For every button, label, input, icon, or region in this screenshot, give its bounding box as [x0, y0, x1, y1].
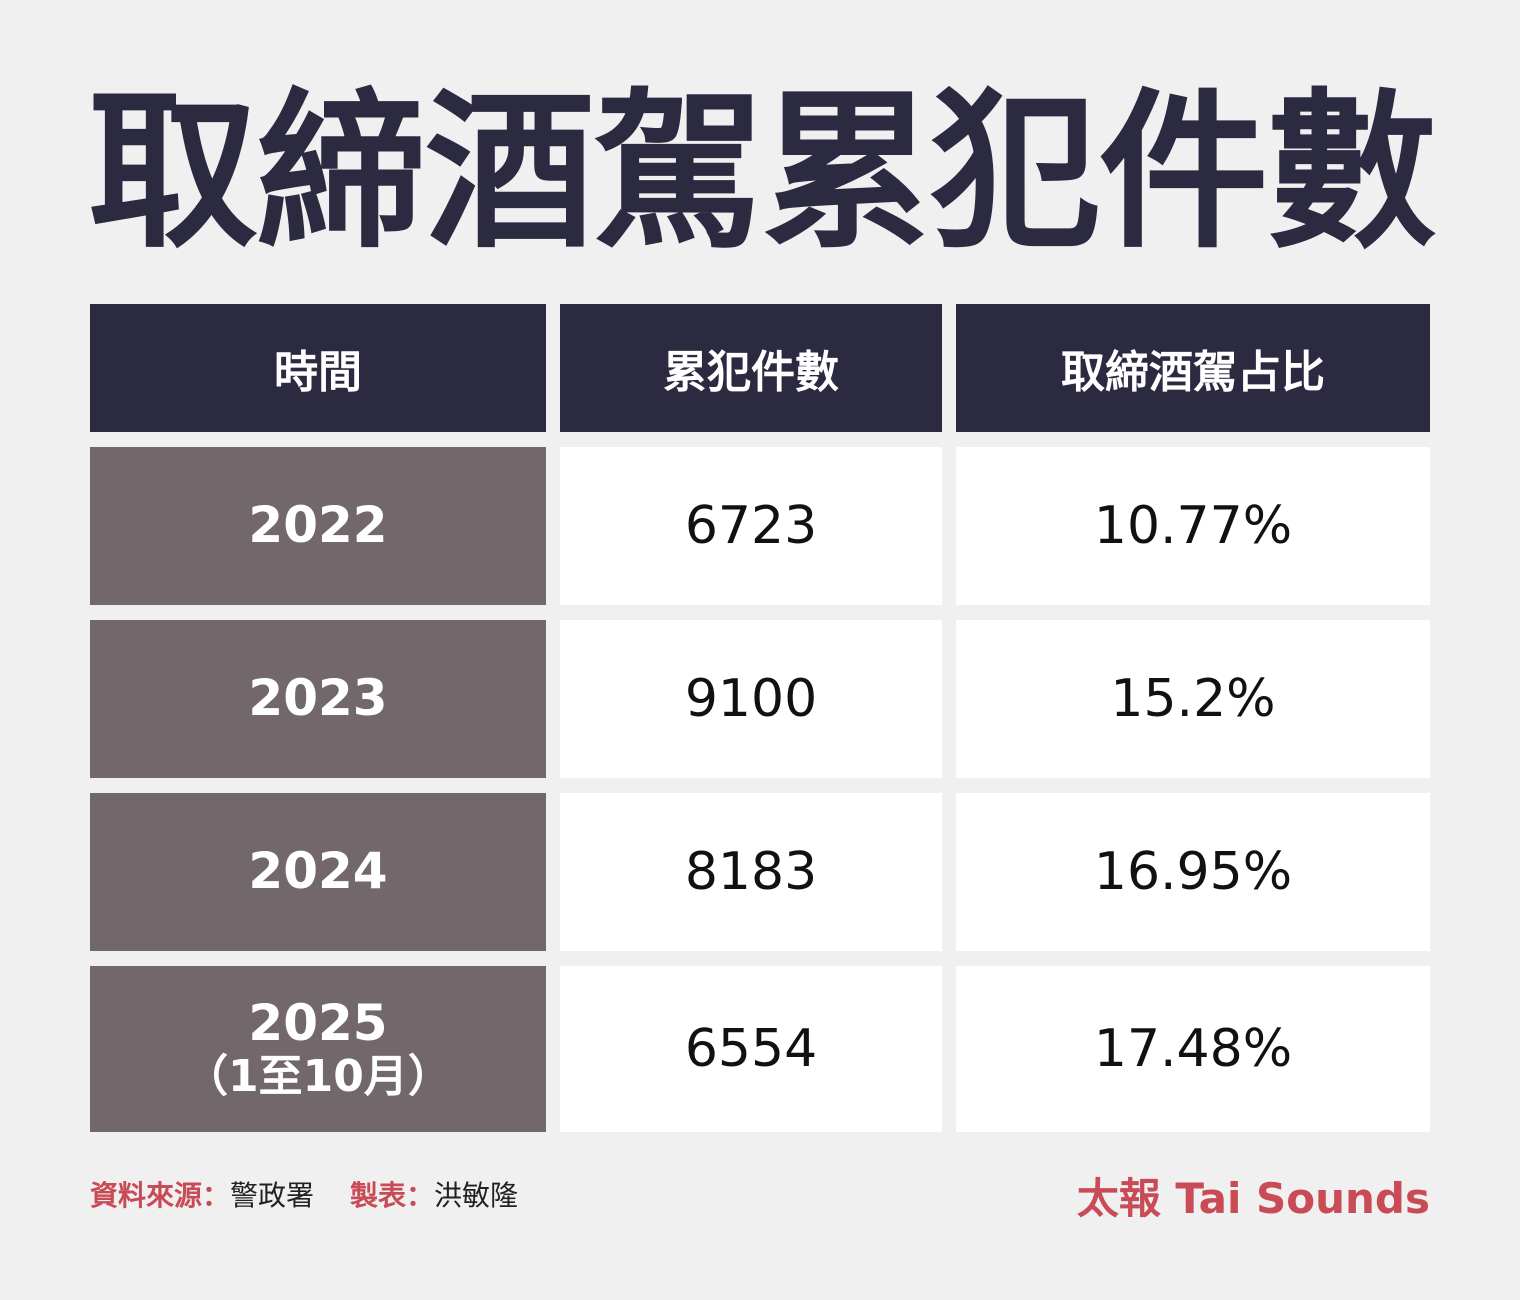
title-char: 件: [1098, 74, 1269, 272]
title-char: 締: [256, 74, 427, 272]
maker-value: 洪敏隆: [434, 1179, 519, 1212]
maker-label: 製表：: [350, 1179, 435, 1212]
ratio-cell: 16.95%: [956, 793, 1430, 951]
column-header-ratio: 取締酒駕占比: [956, 304, 1430, 432]
brand-logo: 太報 Tai Sounds: [1076, 1174, 1430, 1223]
ratio-cell: 17.48%: [956, 966, 1430, 1132]
ratio-cell: 10.77%: [956, 447, 1430, 605]
column-header-count: 累犯件數: [560, 304, 942, 432]
year-note: （1至10月）: [184, 1051, 452, 1103]
page-title: 取 締 酒 駕 累 犯 件 數: [88, 74, 1437, 272]
count-cell: 6723: [560, 447, 942, 605]
count-cell: 9100: [560, 620, 942, 778]
source-label: 資料來源：: [90, 1179, 231, 1212]
title-char: 取: [88, 74, 259, 272]
ratio-cell: 15.2%: [956, 620, 1430, 778]
data-table: 時間 累犯件數 取締酒駕占比 2022 6723 10.77% 2023 910…: [90, 304, 1430, 1132]
year-cell: 2024: [90, 793, 546, 951]
footer-credits: 資料來源： 警政署 製表： 洪敏隆: [90, 1174, 518, 1214]
year-label: 2022: [248, 496, 388, 555]
title-char: 數: [1266, 74, 1437, 272]
count-cell: 6554: [560, 966, 942, 1132]
year-cell: 2023: [90, 620, 546, 778]
title-char: 酒: [424, 74, 595, 272]
source-value: 警政署: [230, 1179, 315, 1212]
year-label: 2025: [248, 993, 388, 1052]
year-cell: 2025 （1至10月）: [90, 966, 546, 1132]
column-header-time: 時間: [90, 304, 546, 432]
year-cell: 2022: [90, 447, 546, 605]
year-label: 2023: [248, 669, 388, 728]
title-char: 犯: [930, 74, 1101, 272]
count-cell: 8183: [560, 793, 942, 951]
title-char: 駕: [593, 74, 764, 272]
year-label: 2024: [248, 842, 388, 901]
title-char: 累: [761, 74, 932, 272]
